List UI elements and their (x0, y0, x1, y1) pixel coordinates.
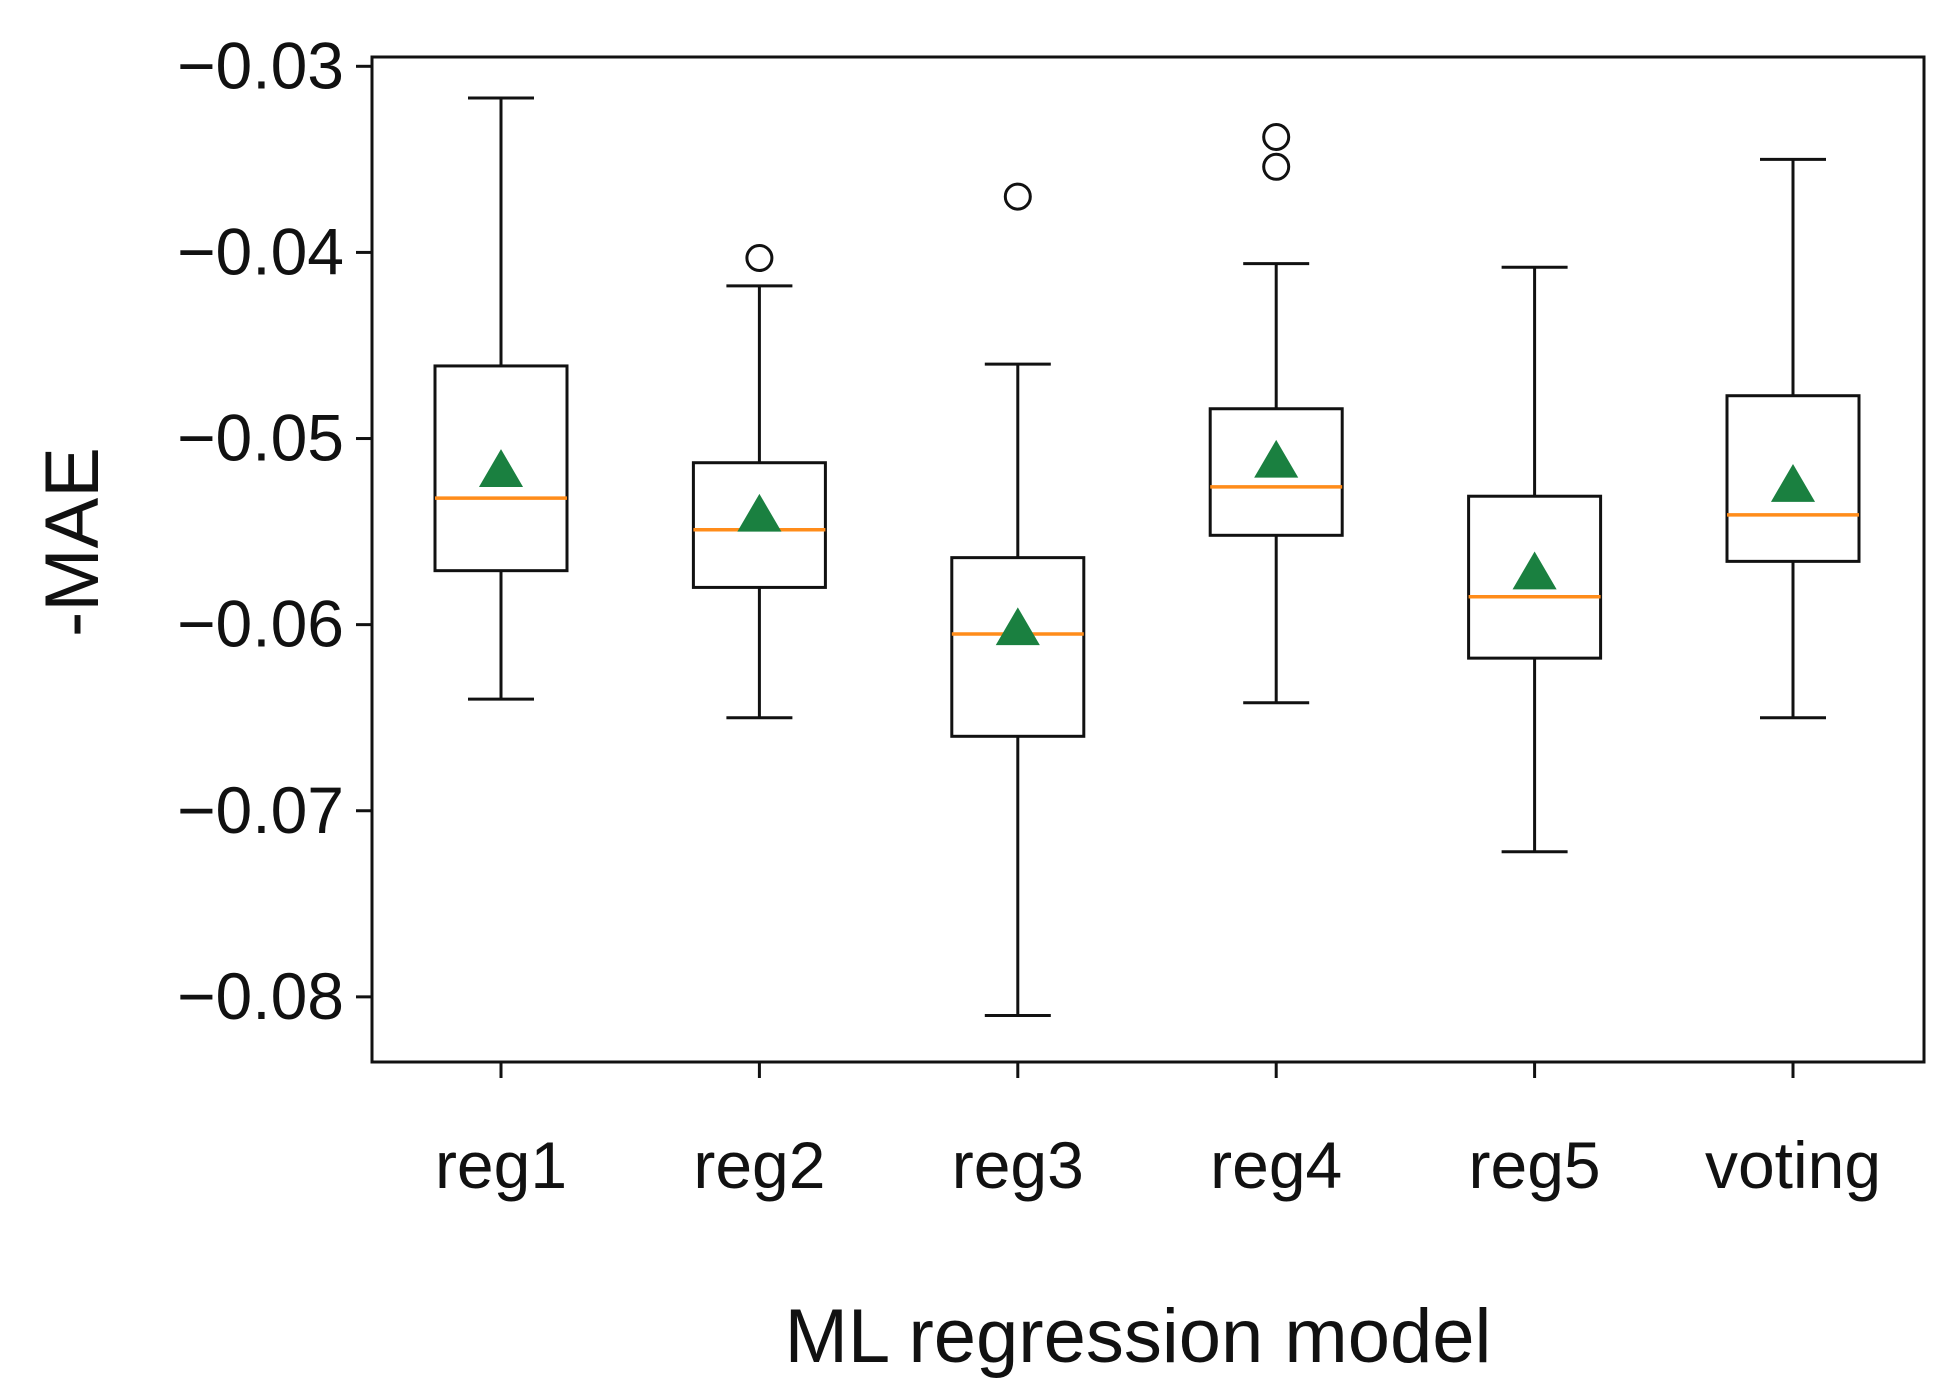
box-group-reg3 (950, 182, 1086, 1017)
box-group-reg5 (1467, 265, 1603, 854)
mean-marker (995, 607, 1040, 646)
outlier-point (1003, 182, 1032, 211)
x-axis-title: ML regression model (785, 1294, 1492, 1379)
outlier-point (1262, 152, 1291, 181)
outlier-point (745, 244, 774, 272)
y-tick-label: −0.04 (177, 214, 344, 288)
box-group-voting (1725, 157, 1861, 720)
y-tick-label: −0.03 (177, 28, 344, 102)
mean-marker (737, 493, 782, 532)
mean-marker (1512, 551, 1557, 590)
y-tick-label: −0.08 (177, 959, 344, 1033)
iqr-box (1467, 494, 1603, 660)
mean-marker (478, 449, 524, 487)
box-group-reg4 (1208, 123, 1344, 705)
box-group-reg1 (433, 96, 569, 701)
x-tick-label-reg2: reg2 (693, 1128, 825, 1202)
axes-frame (370, 55, 1926, 1064)
y-tick-label: −0.05 (177, 401, 344, 475)
mean-marker (1254, 439, 1299, 478)
y-tick-label: −0.06 (177, 587, 344, 661)
mean-marker (1770, 464, 1816, 502)
outlier-point (1262, 123, 1291, 152)
x-tick-label-reg5: reg5 (1469, 1128, 1601, 1202)
axes: −0.03 −0.04 −0.05 −0.06 −0.07 −0.08 reg1 reg2 re… (177, 28, 1926, 1202)
y-axis-title: -MAE (30, 447, 115, 637)
plot-area (433, 96, 1861, 1017)
box-group-reg2 (691, 244, 827, 720)
x-tick-label-reg1: reg1 (435, 1128, 567, 1202)
x-tick-label-reg3: reg3 (952, 1128, 1084, 1202)
y-tick-label: −0.07 (177, 773, 344, 847)
iqr-box (950, 556, 1086, 738)
x-tick-label-reg4: reg4 (1210, 1128, 1342, 1202)
x-tick-label-voting: voting (1705, 1128, 1881, 1202)
